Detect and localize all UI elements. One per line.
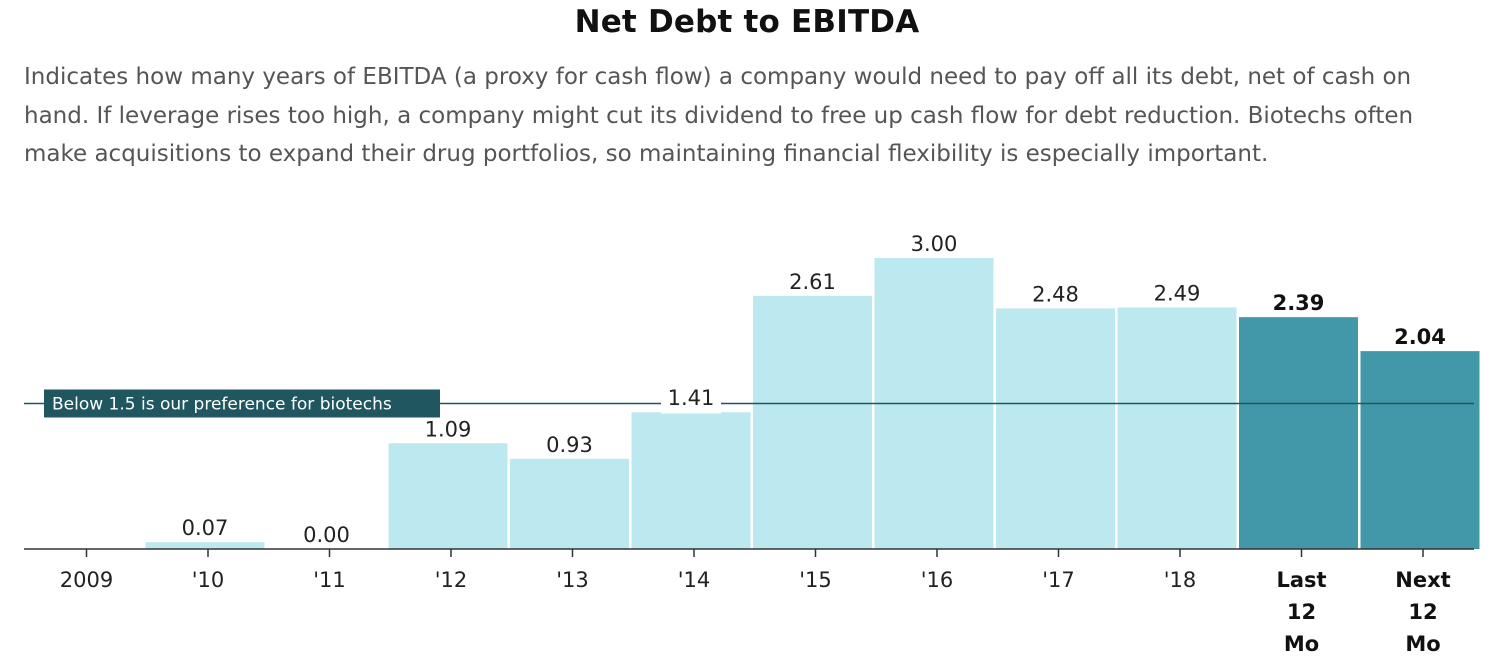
reference-label: Below 1.5 is our preference for biotechs xyxy=(52,395,392,415)
value-label: 2.61 xyxy=(789,270,836,294)
value-label: 0.07 xyxy=(182,516,229,540)
value-label-knockout xyxy=(661,393,721,414)
value-label: 0.93 xyxy=(546,433,593,457)
x-tick-label-line: Mo xyxy=(1405,632,1440,656)
x-tick-label-line: 12 xyxy=(1287,600,1316,624)
value-label: 0.00 xyxy=(303,523,350,547)
x-tick-label-line: '14 xyxy=(678,568,711,592)
x-tick-label-line: '16 xyxy=(921,568,954,592)
x-tick-label: Next 12 Mo xyxy=(1395,568,1450,656)
x-tick-label: Last 12 Mo xyxy=(1276,568,1326,656)
value-label: 3.00 xyxy=(911,232,958,256)
value-label: 1.09 xyxy=(425,417,472,441)
x-tick-label: '15 xyxy=(799,568,832,592)
x-tick-label-line: Next xyxy=(1395,568,1450,592)
chart-subtitle: Indicates how many years of EBITDA (a pr… xyxy=(24,64,1414,167)
x-tick-label: '17 xyxy=(1042,568,1075,592)
value-label: 2.49 xyxy=(1154,281,1201,305)
x-tick-label-line: '18 xyxy=(1164,568,1197,592)
x-tick-label: '18 xyxy=(1164,568,1197,592)
x-tick-label-line: '12 xyxy=(435,568,468,592)
x-tick-label: 2009 xyxy=(60,568,113,592)
x-tick-label-line: Last xyxy=(1276,568,1326,592)
x-tick-label-line: '17 xyxy=(1042,568,1075,592)
bar xyxy=(631,412,751,549)
x-tick-label-line: '13 xyxy=(556,568,589,592)
value-label: 2.39 xyxy=(1273,291,1325,315)
bar xyxy=(1360,351,1480,549)
x-tick-label-line: 12 xyxy=(1408,600,1437,624)
chart-title: Net Debt to EBITDA xyxy=(574,4,920,40)
bar xyxy=(753,295,872,549)
x-tick-label-line: '10 xyxy=(192,568,225,592)
x-tick-label-line: '15 xyxy=(799,568,832,592)
bar xyxy=(1239,317,1358,549)
x-tick-label: '11 xyxy=(313,568,346,592)
value-label: 1.41 xyxy=(668,386,715,410)
x-tick-label: '10 xyxy=(192,568,225,592)
bar xyxy=(996,308,1115,549)
bar xyxy=(388,443,508,549)
bar xyxy=(510,458,629,549)
x-tick-label-line: 2009 xyxy=(60,568,113,592)
bar xyxy=(1117,307,1237,549)
reference-label-box xyxy=(44,389,440,418)
x-tick-label-line: Mo xyxy=(1284,632,1319,656)
x-tick-label-line: '11 xyxy=(313,568,346,592)
value-label: 2.48 xyxy=(1032,282,1079,306)
x-tick-label: '14 xyxy=(678,568,711,592)
x-tick-label: '16 xyxy=(921,568,954,592)
x-tick-label: '13 xyxy=(556,568,589,592)
value-label: 2.04 xyxy=(1394,325,1446,349)
bar xyxy=(145,542,265,549)
x-tick-label: '12 xyxy=(435,568,468,592)
